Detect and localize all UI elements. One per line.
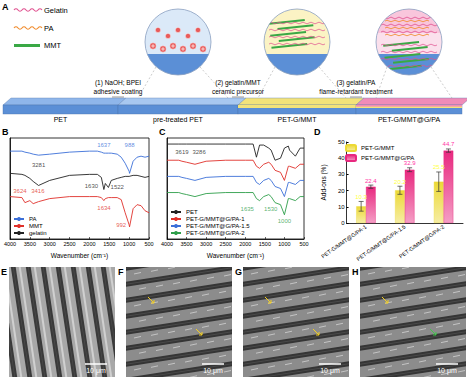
svg-text:1637: 1637 [97, 142, 111, 148]
svg-text:1635: 1635 [241, 206, 255, 212]
svg-text:1634: 1634 [97, 205, 111, 211]
svg-text:2000: 2000 [83, 241, 95, 247]
svg-text:Wavenumber (cm⁻¹): Wavenumber (cm⁻¹) [207, 252, 264, 260]
svg-text:Wavenumber (cm⁻¹): Wavenumber (cm⁻¹) [51, 252, 108, 260]
svg-text:10.3: 10.3 [355, 194, 367, 200]
svg-text:adhesive coating: adhesive coating [94, 88, 143, 96]
svg-text:E: E [1, 267, 7, 277]
svg-text:gelatin: gelatin [29, 230, 47, 236]
svg-text:(2) gelatin/MMT: (2) gelatin/MMT [215, 79, 261, 87]
svg-text:(3) gelatin/PA: (3) gelatin/PA [337, 79, 377, 87]
svg-text:2500: 2500 [220, 241, 232, 247]
svg-text:pre-treated PET: pre-treated PET [153, 116, 204, 124]
svg-text:PET-G/MMT@G/PA-1.5: PET-G/MMT@G/PA-1.5 [355, 223, 407, 262]
svg-text:1530: 1530 [264, 206, 278, 212]
svg-text:992: 992 [116, 222, 127, 228]
svg-text:10 μm: 10 μm [320, 367, 340, 375]
svg-text:3000: 3000 [200, 241, 212, 247]
svg-text:3500: 3500 [24, 241, 36, 247]
svg-text:10 μm: 10 μm [437, 367, 457, 375]
svg-text:PA: PA [29, 216, 37, 222]
svg-text:50: 50 [338, 139, 345, 145]
svg-text:PET-G/MMT@G/PA-2: PET-G/MMT@G/PA-2 [186, 230, 245, 236]
svg-text:3286: 3286 [192, 149, 206, 155]
svg-text:1000: 1000 [123, 241, 135, 247]
svg-text:3416: 3416 [31, 188, 45, 194]
svg-text:2500: 2500 [63, 241, 75, 247]
svg-text:2000: 2000 [239, 241, 251, 247]
svg-text:3619: 3619 [175, 149, 189, 155]
svg-text:0: 0 [341, 220, 345, 226]
svg-text:PET-G/MMT: PET-G/MMT [278, 116, 318, 123]
svg-text:44.7: 44.7 [443, 141, 455, 147]
svg-text:1000: 1000 [278, 241, 290, 247]
svg-text:988: 988 [125, 142, 136, 148]
svg-text:PET-G/MMT: PET-G/MMT [361, 145, 395, 151]
svg-text:PET: PET [186, 209, 198, 215]
svg-text:H: H [352, 267, 359, 277]
svg-text:F: F [118, 267, 124, 277]
svg-text:A: A [2, 2, 9, 12]
svg-text:30: 30 [338, 171, 345, 177]
svg-text:PET-G/MMT@G/PA-1: PET-G/MMT@G/PA-1 [320, 223, 368, 260]
svg-text:32.9: 32.9 [404, 160, 416, 166]
svg-text:10 μm: 10 μm [86, 367, 106, 375]
svg-text:3500: 3500 [180, 241, 192, 247]
svg-text:1500: 1500 [103, 241, 115, 247]
svg-text:10 μm: 10 μm [203, 367, 223, 375]
svg-text:3624: 3624 [13, 188, 27, 194]
svg-text:PET-G/MMT@G/PA: PET-G/MMT@G/PA [361, 155, 415, 161]
svg-text:1522: 1522 [111, 184, 125, 190]
svg-text:1000: 1000 [278, 218, 292, 224]
svg-text:1500: 1500 [259, 241, 271, 247]
svg-text:10: 10 [338, 204, 345, 210]
svg-text:40: 40 [338, 155, 345, 161]
svg-text:Gelatin: Gelatin [44, 6, 68, 15]
svg-text:PET-G/MMT@G/PA: PET-G/MMT@G/PA [378, 116, 441, 123]
svg-text:C: C [159, 127, 166, 137]
svg-text:3281: 3281 [32, 162, 46, 168]
svg-text:3000: 3000 [44, 241, 56, 247]
svg-text:500: 500 [299, 241, 308, 247]
svg-text:B: B [2, 127, 9, 137]
svg-text:Add-ons (%): Add-ons (%) [320, 164, 328, 200]
svg-text:PET-G/MMT@G/PA-1: PET-G/MMT@G/PA-1 [186, 216, 245, 222]
svg-text:ceramic precursor: ceramic precursor [212, 88, 264, 95]
svg-text:500: 500 [144, 241, 153, 247]
svg-text:25.5: 25.5 [433, 164, 445, 170]
svg-text:4000: 4000 [161, 241, 173, 247]
svg-text:D: D [314, 127, 321, 137]
svg-text:MMT: MMT [29, 223, 43, 229]
svg-text:flame-retardant treatment: flame-retardant treatment [319, 88, 393, 95]
svg-text:20: 20 [338, 188, 345, 194]
svg-text:(1) NaOH; BPEI: (1) NaOH; BPEI [95, 79, 141, 87]
svg-text:MMT: MMT [44, 41, 61, 50]
svg-text:4000: 4000 [4, 241, 16, 247]
svg-text:PA: PA [44, 24, 53, 33]
svg-text:20.2: 20.2 [394, 179, 406, 185]
svg-text:G: G [235, 267, 242, 277]
svg-text:PET-G/MMT@G/PA-1.5: PET-G/MMT@G/PA-1.5 [186, 223, 250, 229]
svg-text:22.4: 22.4 [365, 178, 377, 184]
svg-text:PET-G/MMT@G/PA-2: PET-G/MMT@G/PA-2 [398, 224, 445, 260]
svg-text:PET: PET [54, 116, 68, 123]
svg-text:1630: 1630 [85, 183, 99, 189]
